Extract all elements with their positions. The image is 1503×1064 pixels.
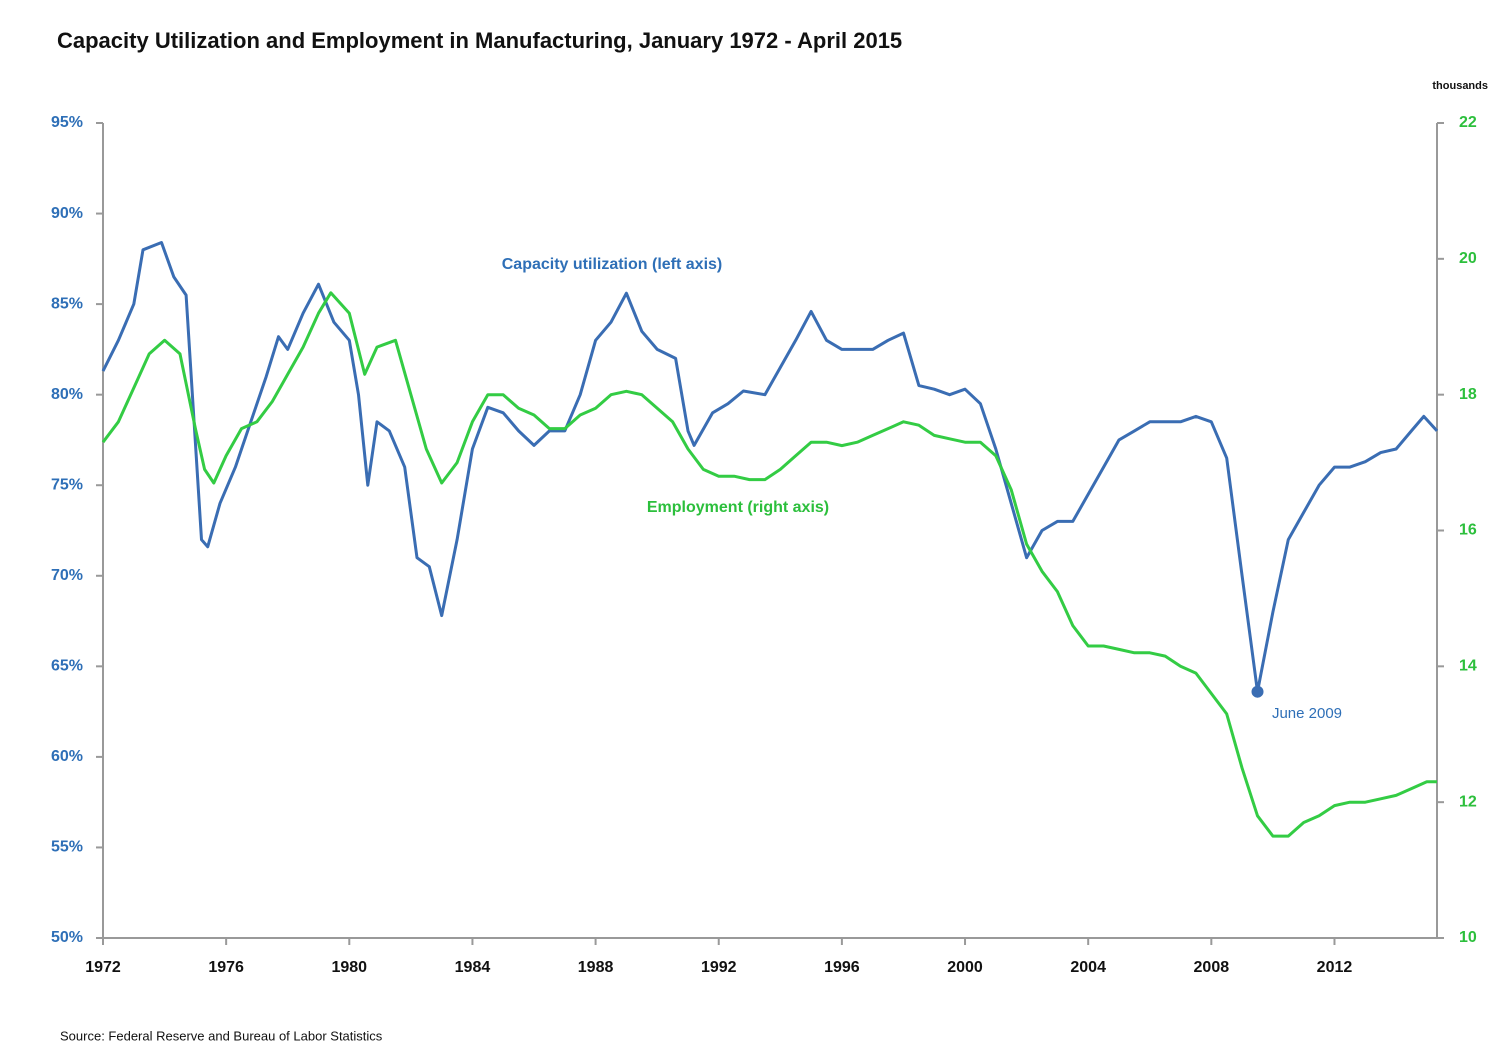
series-annotation: Employment (right axis) <box>647 499 829 516</box>
y-tick-label: 70% <box>51 567 83 584</box>
y2-tick-label: 22 <box>1459 114 1477 131</box>
y-tick-label: 65% <box>51 658 83 675</box>
chart-title: Capacity Utilization and Employment in M… <box>57 28 902 53</box>
y2-tick-label: 20 <box>1459 250 1477 267</box>
x-tick-label: 2008 <box>1194 959 1230 976</box>
x-tick-label: 1988 <box>578 959 614 976</box>
y2-tick-label: 12 <box>1459 793 1477 810</box>
series-line <box>101 291 1437 838</box>
y-tick-label: 95% <box>51 114 83 131</box>
x-tick-label: 2000 <box>947 959 983 976</box>
x-tick-label: 2012 <box>1317 959 1353 976</box>
x-tick-label: 1984 <box>455 959 491 976</box>
x-tick-label: 1980 <box>331 959 367 976</box>
y-tick-label: 90% <box>51 205 83 222</box>
x-tick-label: 2004 <box>1070 959 1106 976</box>
y-tick-label: 60% <box>51 748 83 765</box>
x-tick-label: 1996 <box>824 959 860 976</box>
y-tick-label: 80% <box>51 386 83 403</box>
y-tick-label: 50% <box>51 929 83 946</box>
y-tick-label: 55% <box>51 839 83 856</box>
point-annotation: June 2009 <box>1272 705 1342 722</box>
x-tick-label: 1972 <box>85 959 121 976</box>
y2-unit: thousands <box>1432 80 1488 92</box>
minimum-point <box>1251 685 1264 698</box>
x-tick-label: 1976 <box>208 959 244 976</box>
series-annotation: Capacity utilization (left axis) <box>502 256 722 273</box>
y2-tick-label: 14 <box>1459 658 1477 675</box>
y-tick-label: 75% <box>51 476 83 493</box>
x-tick-label: 1992 <box>701 959 737 976</box>
series-line <box>101 241 1439 694</box>
y2-tick-label: 18 <box>1459 386 1477 403</box>
y2-tick-label: 10 <box>1459 929 1477 946</box>
y-tick-label: 85% <box>51 295 83 312</box>
y2-tick-label: 16 <box>1459 522 1477 539</box>
source-note: Source: Federal Reserve and Bureau of La… <box>60 1028 383 1043</box>
